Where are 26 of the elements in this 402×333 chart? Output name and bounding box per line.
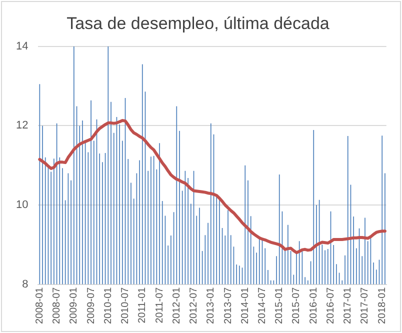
x-tick-label: 2009-01 [68,286,80,324]
x-tick-label: 2018-01 [376,286,388,324]
x-tick-label: 2016-07 [325,286,336,324]
x-tick-label: 2011-01 [137,286,148,324]
x-tick-label: 2017-07 [360,286,371,324]
x-tick-label: 2010-01 [102,286,114,324]
x-tick-label: 2012-01 [171,286,182,324]
x-tick-label: 2014-01 [240,286,251,324]
x-tick-label: 2015-01 [274,286,286,324]
y-tick-label: 12 [16,120,28,132]
y-tick-label: 8 [22,278,28,290]
x-tick-label: 2014-07 [257,286,268,324]
x-tick-label: 2013-01 [206,286,217,324]
x-tick-label: 2017-01 [342,286,354,324]
x-tick-label: 2008-07 [52,286,63,324]
x-tick-label: 2008-01 [34,286,46,324]
x-tick-label: 2013-07 [222,286,234,324]
x-tick-label: 2009-07 [86,286,97,324]
x-tick-label: 2011-07 [154,286,166,324]
y-tick-label: 10 [16,199,28,212]
x-tick-label: 2015-07 [291,286,302,324]
x-tick-label: 2010-07 [120,286,132,324]
x-tick-label: 2016-01 [308,286,320,324]
x-tick-label: 2012-07 [188,286,200,324]
y-tick-label: 14 [16,40,28,52]
chart-title: Tasa de desempleo, última década [66,14,330,33]
